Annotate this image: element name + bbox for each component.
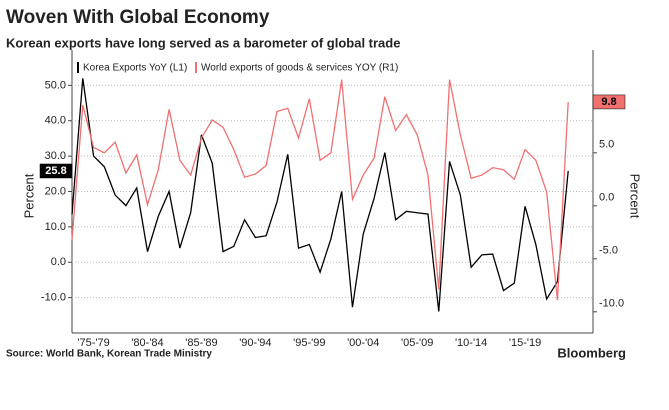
y-tick-label: 50.0 [45, 79, 66, 91]
x-tick-label: '15-'19 [509, 337, 541, 349]
series-line [71, 79, 569, 301]
chart-subtitle: Korean exports have long served as a bar… [6, 35, 400, 50]
x-tick-label: '80-'84 [131, 337, 163, 349]
y-tick-label: 40.0 [45, 115, 66, 127]
x-tick-label: '85-'89 [185, 337, 217, 349]
value-tag [592, 94, 626, 110]
y-tick-label: 0.0 [51, 256, 66, 268]
source: Source: World Bank, Korean Trade Ministr… [6, 349, 212, 360]
value-tag [39, 163, 73, 179]
y-axis-label: Percent [21, 173, 36, 218]
y-tick-label: 10.0 [45, 221, 66, 233]
chart-title: Woven With Global Economy [6, 7, 270, 28]
x-tick-label: '75-'79 [77, 337, 109, 349]
x-tick-label: '95-'99 [293, 337, 325, 349]
y2-tick-label: 5.0 [599, 139, 614, 151]
y2-tick-label: -10.0 [599, 298, 624, 310]
y2-axis-label: Percent [628, 174, 643, 219]
x-tick-label: '05-'09 [401, 337, 433, 349]
x-tick-label: '10-'14 [455, 337, 487, 349]
x-tick-label: '00-'04 [347, 337, 379, 349]
value-tag-label: 9.8 [601, 96, 616, 108]
y-tick-label: -10.0 [41, 292, 66, 304]
y2-tick-label: 0.0 [599, 192, 614, 204]
legend-label: World exports of goods & services YOY (R… [201, 63, 398, 74]
brand: Bloomberg [557, 345, 626, 360]
value-tag-label: 25.8 [45, 165, 66, 177]
y-tick-label: 20.0 [45, 185, 66, 197]
x-tick-label: '90-'94 [239, 337, 271, 349]
legend-label: Korea Exports YoY (L1) [83, 63, 187, 74]
series-line [71, 78, 569, 312]
y-tick-label: 30.0 [45, 150, 66, 162]
y2-tick-label: -5.0 [599, 245, 618, 257]
